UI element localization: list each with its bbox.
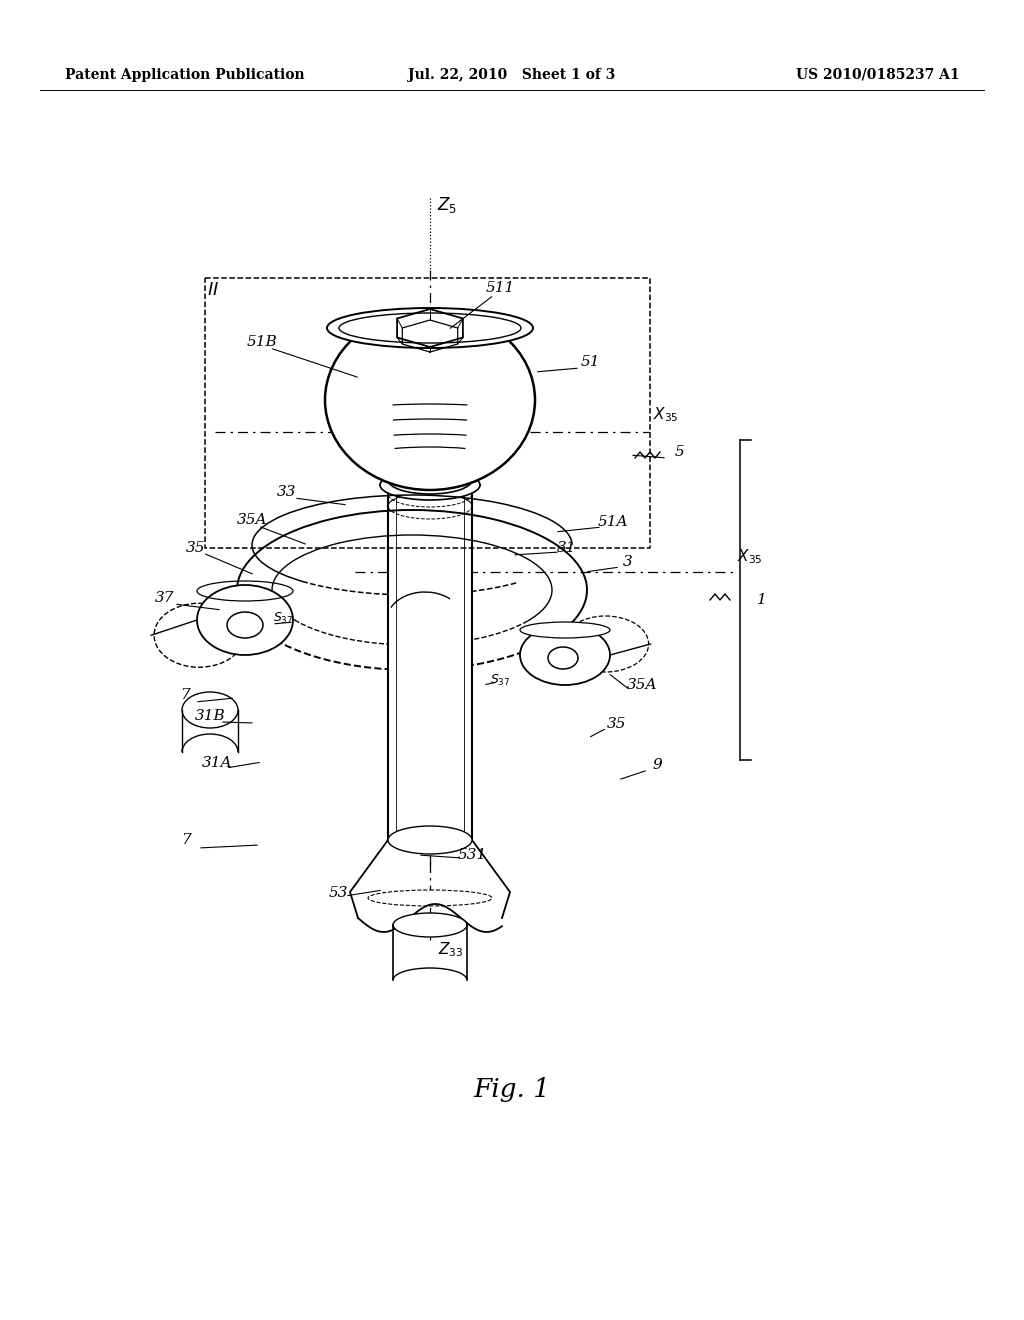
Text: 33: 33 <box>278 484 297 499</box>
Text: $Z_{33}$: $Z_{33}$ <box>438 940 464 958</box>
Ellipse shape <box>227 612 263 638</box>
Text: 35: 35 <box>607 717 627 731</box>
Ellipse shape <box>197 585 293 655</box>
Ellipse shape <box>520 622 610 638</box>
Text: 51: 51 <box>581 355 600 370</box>
Text: $X_{35}$: $X_{35}$ <box>653 405 679 424</box>
Ellipse shape <box>562 616 648 672</box>
Text: 35A: 35A <box>237 513 267 527</box>
Text: 1: 1 <box>757 593 767 607</box>
Polygon shape <box>388 480 472 840</box>
Text: 31: 31 <box>557 541 577 554</box>
Text: 31A: 31A <box>202 756 232 770</box>
Ellipse shape <box>393 913 467 937</box>
Ellipse shape <box>182 692 238 729</box>
Ellipse shape <box>388 826 472 854</box>
Ellipse shape <box>548 647 578 669</box>
Ellipse shape <box>339 313 521 343</box>
Text: Jul. 22, 2010   Sheet 1 of 3: Jul. 22, 2010 Sheet 1 of 3 <box>409 69 615 82</box>
Polygon shape <box>380 480 480 484</box>
Ellipse shape <box>325 310 535 490</box>
Text: 7: 7 <box>181 833 190 847</box>
Text: 531: 531 <box>458 847 486 862</box>
Text: 35A: 35A <box>627 678 657 692</box>
Text: $X_{35}$: $X_{35}$ <box>737 548 763 566</box>
Text: 51A: 51A <box>598 515 629 529</box>
Ellipse shape <box>520 624 610 685</box>
Ellipse shape <box>327 308 534 348</box>
Text: 31B: 31B <box>195 709 225 723</box>
Text: $S_{37}$: $S_{37}$ <box>272 610 293 626</box>
Text: $\mathit{II}$: $\mathit{II}$ <box>207 281 219 300</box>
Text: 37: 37 <box>156 591 175 605</box>
Text: US 2010/0185237 A1: US 2010/0185237 A1 <box>797 69 961 82</box>
Text: 5: 5 <box>675 445 685 459</box>
Text: $S_{37}$: $S_{37}$ <box>489 672 510 688</box>
Text: Patent Application Publication: Patent Application Publication <box>65 69 304 82</box>
Ellipse shape <box>380 470 480 500</box>
Ellipse shape <box>368 890 492 906</box>
Text: 511: 511 <box>485 281 515 294</box>
Text: 51B: 51B <box>247 335 278 348</box>
Text: Fig. 1: Fig. 1 <box>473 1077 551 1102</box>
Text: 3: 3 <box>624 554 633 569</box>
Text: 53: 53 <box>329 886 348 900</box>
Ellipse shape <box>388 466 472 494</box>
Text: $Z_5$: $Z_5$ <box>437 195 457 215</box>
Text: 35: 35 <box>186 541 206 554</box>
Text: 7: 7 <box>180 688 189 702</box>
Ellipse shape <box>154 603 244 667</box>
Text: 9: 9 <box>652 758 662 772</box>
